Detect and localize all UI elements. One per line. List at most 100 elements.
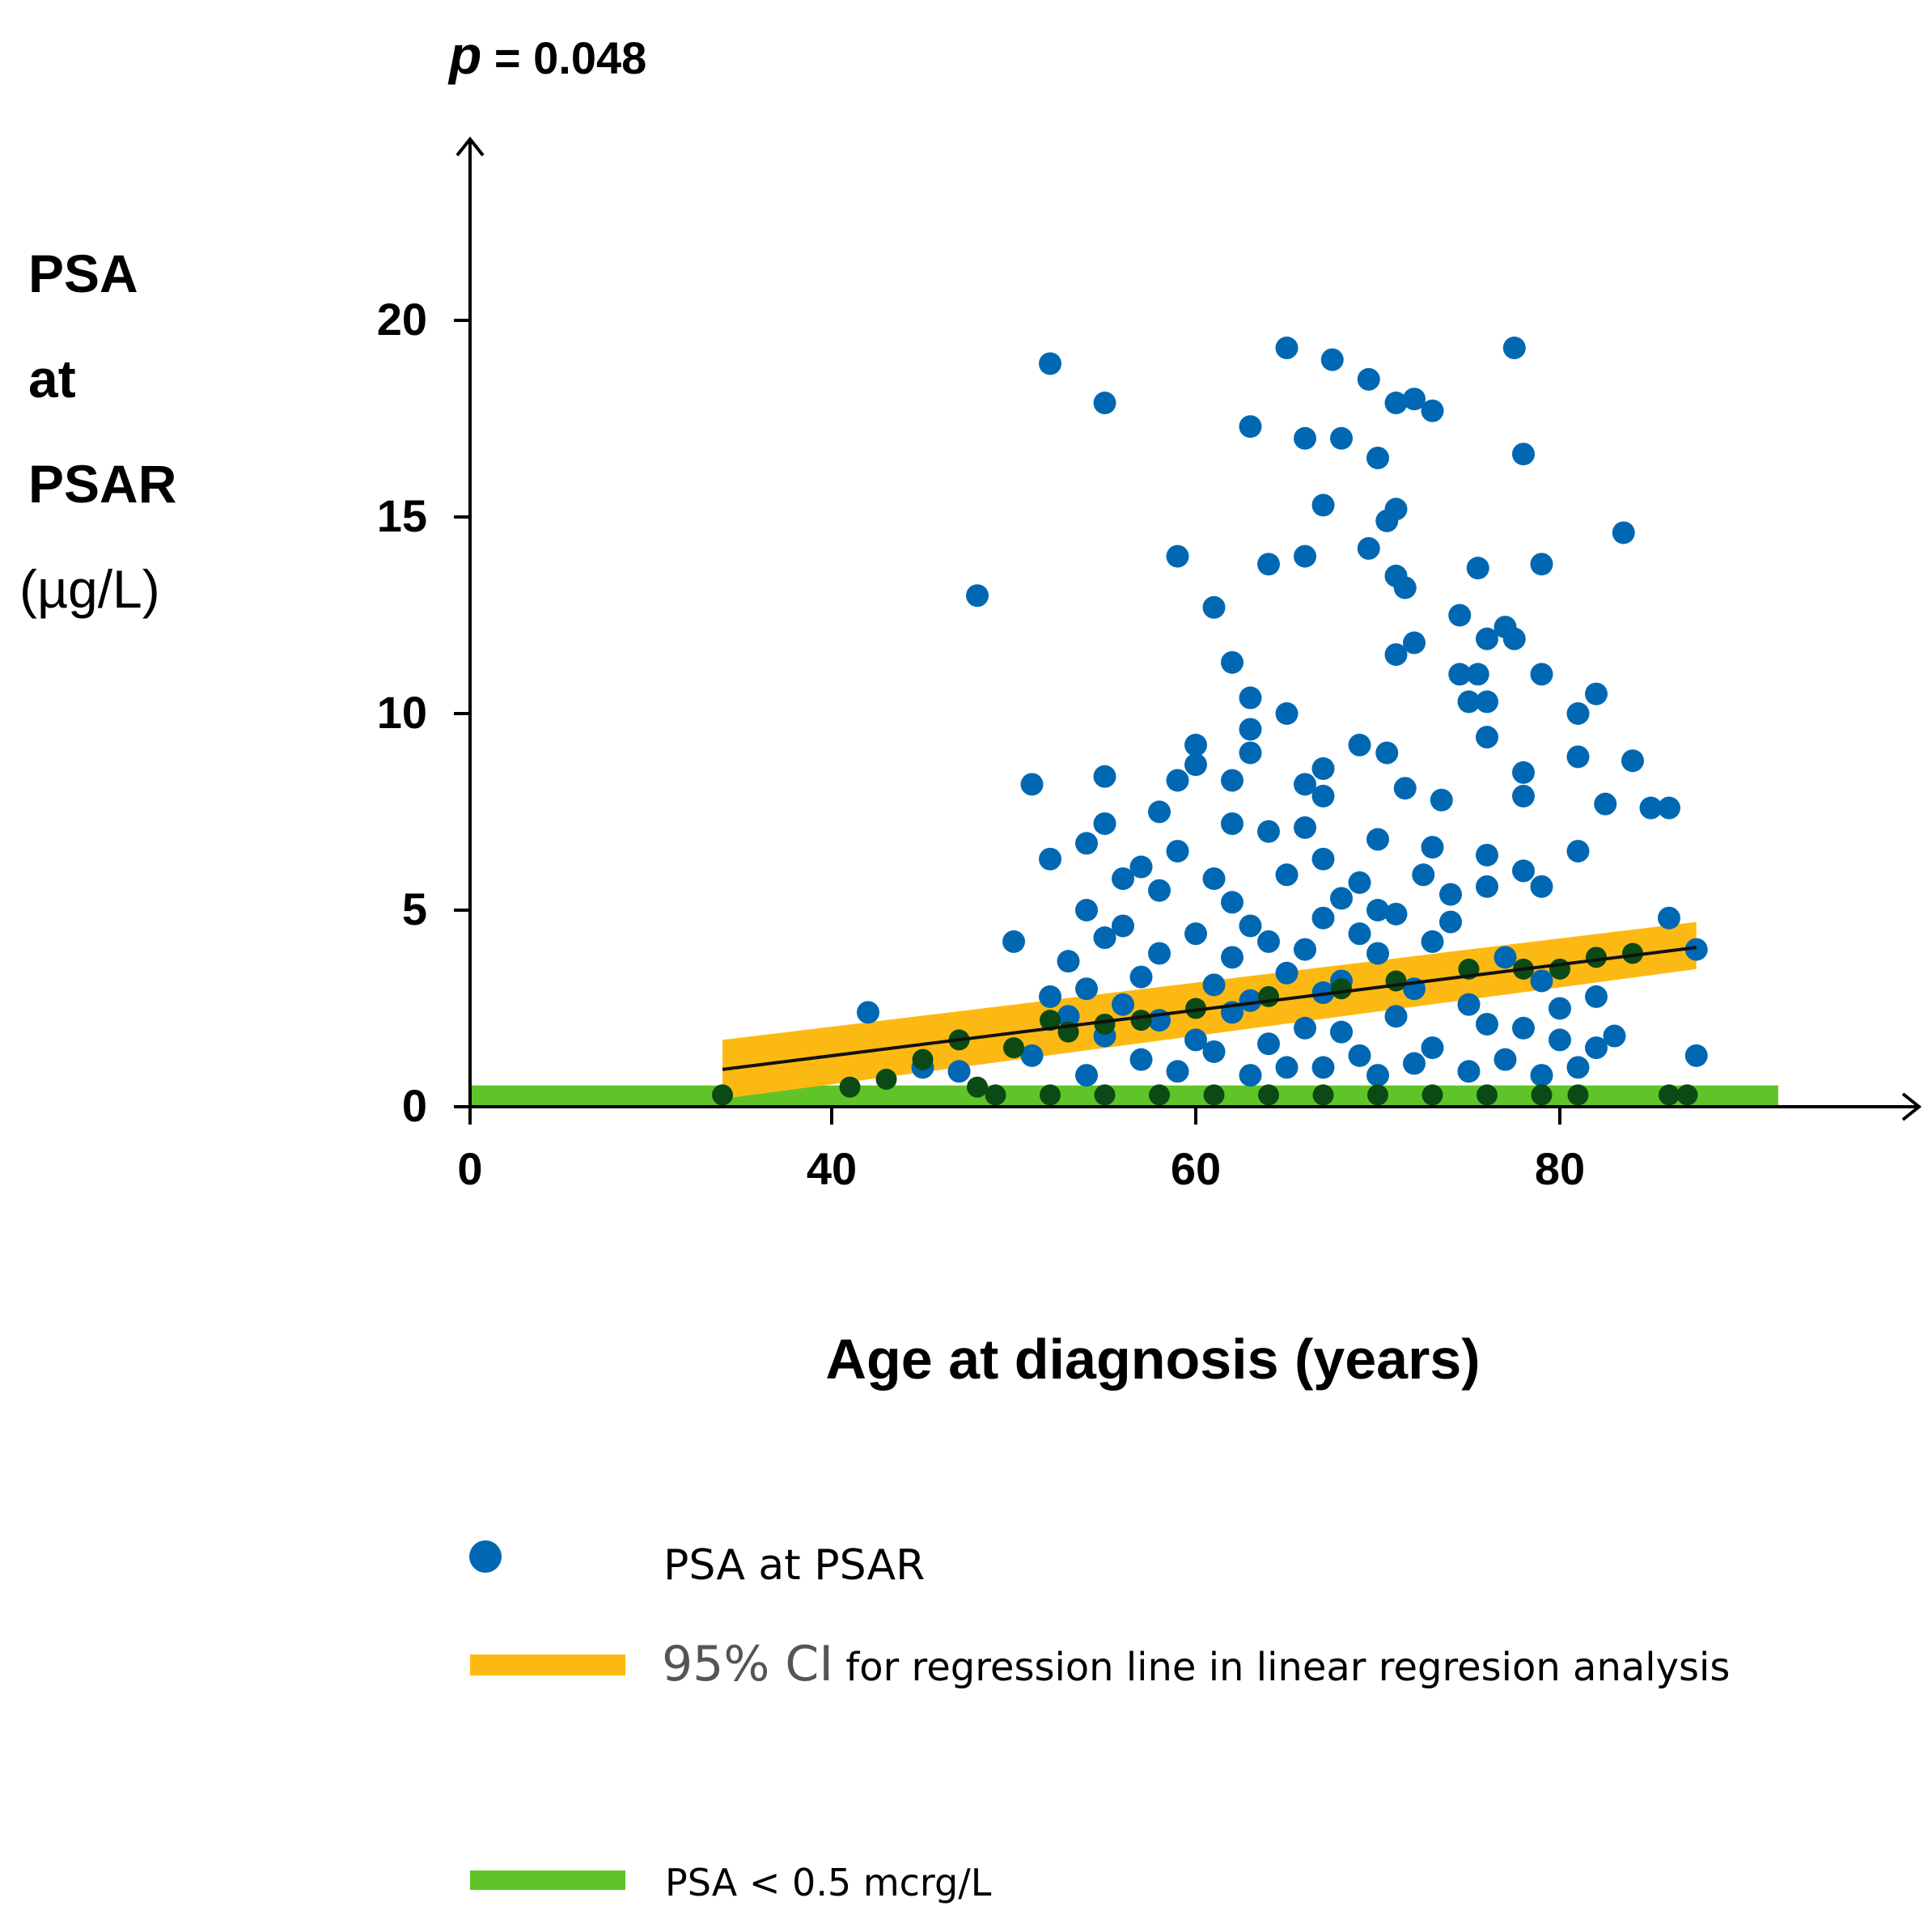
legend-ci-prefix: 95% CI	[662, 1636, 834, 1692]
data-point	[1530, 663, 1553, 686]
data-point	[1384, 392, 1408, 415]
y-axis-unit: (µg/L)	[19, 559, 160, 619]
data-point	[1566, 745, 1590, 769]
data-point	[1311, 847, 1335, 871]
data-point	[1020, 773, 1044, 796]
threshold-point	[1130, 1010, 1152, 1032]
data-point	[1112, 867, 1134, 891]
data-point	[1403, 388, 1426, 411]
legend-threshold-swatch	[470, 1870, 625, 1890]
y-tick-label: 5	[401, 883, 427, 934]
data-point	[1275, 702, 1299, 725]
data-point	[1294, 938, 1316, 961]
legend-ci-rest: for regression line in linear regresion …	[833, 1645, 1731, 1690]
data-point	[1366, 942, 1389, 965]
data-point	[1112, 993, 1134, 1016]
y-axis-title-line3: PSAR	[28, 454, 177, 514]
data-point	[1412, 863, 1435, 887]
data-point	[1221, 812, 1244, 836]
legend-ci-text: 95% CI for regression line in linear reg…	[662, 1636, 1730, 1692]
data-point	[1384, 643, 1408, 667]
threshold-point	[1531, 1084, 1553, 1106]
data-point	[1129, 855, 1153, 879]
threshold-point	[1040, 1010, 1061, 1032]
threshold-band	[470, 1085, 1778, 1107]
data-point	[1221, 769, 1244, 792]
data-point	[1311, 757, 1335, 781]
y-axis-title-line1: PSA	[28, 244, 138, 303]
data-point	[1020, 1044, 1044, 1067]
data-point	[1239, 718, 1262, 741]
data-point	[1275, 863, 1299, 887]
threshold-point	[1549, 958, 1570, 980]
x-axis-title: Age at diagnosis (years)	[825, 1328, 1481, 1391]
data-point	[1393, 576, 1417, 599]
data-point	[1603, 1024, 1626, 1048]
data-point	[1476, 843, 1498, 866]
data-point	[1421, 1036, 1444, 1060]
data-point	[1348, 733, 1371, 756]
threshold-point	[839, 1076, 861, 1098]
data-point	[1366, 828, 1389, 851]
threshold-point	[1367, 1084, 1388, 1106]
legend-ci-swatch	[470, 1654, 625, 1675]
data-point	[1585, 1036, 1608, 1060]
data-point	[1311, 906, 1335, 930]
data-point	[1549, 1028, 1571, 1052]
data-point	[1275, 1056, 1299, 1079]
threshold-point	[985, 1084, 1006, 1106]
data-point	[1166, 1060, 1189, 1083]
threshold-point	[1003, 1037, 1024, 1059]
data-point	[1403, 631, 1426, 654]
data-point	[1075, 1064, 1098, 1087]
legend-psa-label: PSA at PSAR	[663, 1541, 926, 1590]
data-point	[1075, 977, 1098, 1001]
data-point	[1294, 426, 1316, 450]
data-point	[1275, 961, 1299, 985]
x-axis-arrow	[1901, 1092, 1922, 1121]
data-point	[1457, 690, 1481, 714]
y-tick-label: 15	[376, 490, 427, 541]
x-tick-label: 40	[806, 1143, 858, 1194]
data-point	[1129, 1048, 1153, 1071]
y-tick-label: 10	[376, 687, 427, 738]
data-point	[1493, 946, 1517, 969]
data-point	[1166, 544, 1189, 568]
data-point	[1466, 557, 1489, 580]
data-point	[1512, 443, 1535, 466]
x-tick-label: 60	[1170, 1143, 1222, 1194]
data-point	[1594, 792, 1617, 815]
data-point	[1639, 796, 1663, 820]
threshold-point	[1421, 1084, 1443, 1106]
ci-band	[722, 921, 1697, 1099]
data-point	[1057, 950, 1080, 973]
threshold-point	[1567, 1084, 1589, 1106]
threshold-point	[1659, 1084, 1680, 1106]
data-point	[1502, 337, 1526, 360]
threshold-point	[712, 1084, 733, 1106]
data-point	[1221, 650, 1244, 674]
data-point	[1585, 682, 1608, 705]
tick-marks	[454, 319, 1561, 1125]
data-point	[1239, 415, 1262, 438]
data-point	[1348, 1044, 1371, 1067]
data-point	[1530, 969, 1553, 993]
data-point	[1366, 899, 1389, 921]
data-point	[1184, 922, 1207, 946]
data-point	[1621, 749, 1644, 773]
data-point	[857, 1001, 879, 1024]
data-point	[1393, 777, 1417, 800]
threshold-point	[1094, 1013, 1116, 1035]
data-point	[1585, 985, 1608, 1008]
data-point	[1658, 906, 1680, 930]
data-point	[1257, 820, 1280, 843]
data-point	[1148, 800, 1171, 824]
data-point	[1384, 1005, 1408, 1028]
x-tick-label: 80	[1534, 1143, 1586, 1194]
threshold-point	[967, 1076, 988, 1098]
data-point	[1202, 973, 1226, 997]
data-point	[1476, 726, 1498, 749]
threshold-point	[1185, 998, 1206, 1019]
data-point	[1348, 922, 1371, 946]
